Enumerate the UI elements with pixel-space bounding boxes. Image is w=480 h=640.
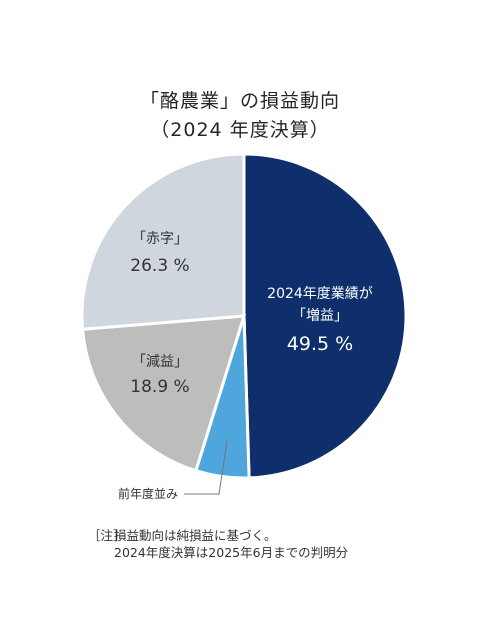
slice-value-3: 26.3 % (130, 256, 189, 276)
chart-title-line1: 「酪農業」の損益動向 (139, 90, 340, 112)
slice-label-1: 前年度並み (118, 486, 178, 501)
pie-slice-2 (80, 314, 247, 473)
slice-value-2: 18.9 % (130, 377, 189, 397)
footnote-tag: ［注］ (88, 528, 126, 543)
pie-slice-3 (80, 152, 246, 331)
slice-label-2-line-0: 「減益」 (132, 353, 188, 370)
slice-value-0: 49.5 % (287, 333, 353, 355)
chart-title-line2: （2024 年度決算） (150, 119, 330, 141)
slice-label-0-line-1: 「増益」 (292, 308, 348, 324)
footnote-line2: 2024年度決算は2025年6月までの判明分 (114, 545, 349, 560)
slice-label-3-line-0: 「赤字」 (132, 231, 188, 247)
slice-label-0-line-0: 2024年度業績が (267, 286, 373, 302)
pie-slice-0 (242, 152, 408, 480)
footnote-line1: 損益動向は純損益に基づく。 (114, 528, 277, 543)
leader-line-1 (184, 441, 228, 495)
chart-footnote: ［注］損益動向は純損益に基づく。 2024年度決算は2025年6月までの判明分 (88, 527, 348, 561)
